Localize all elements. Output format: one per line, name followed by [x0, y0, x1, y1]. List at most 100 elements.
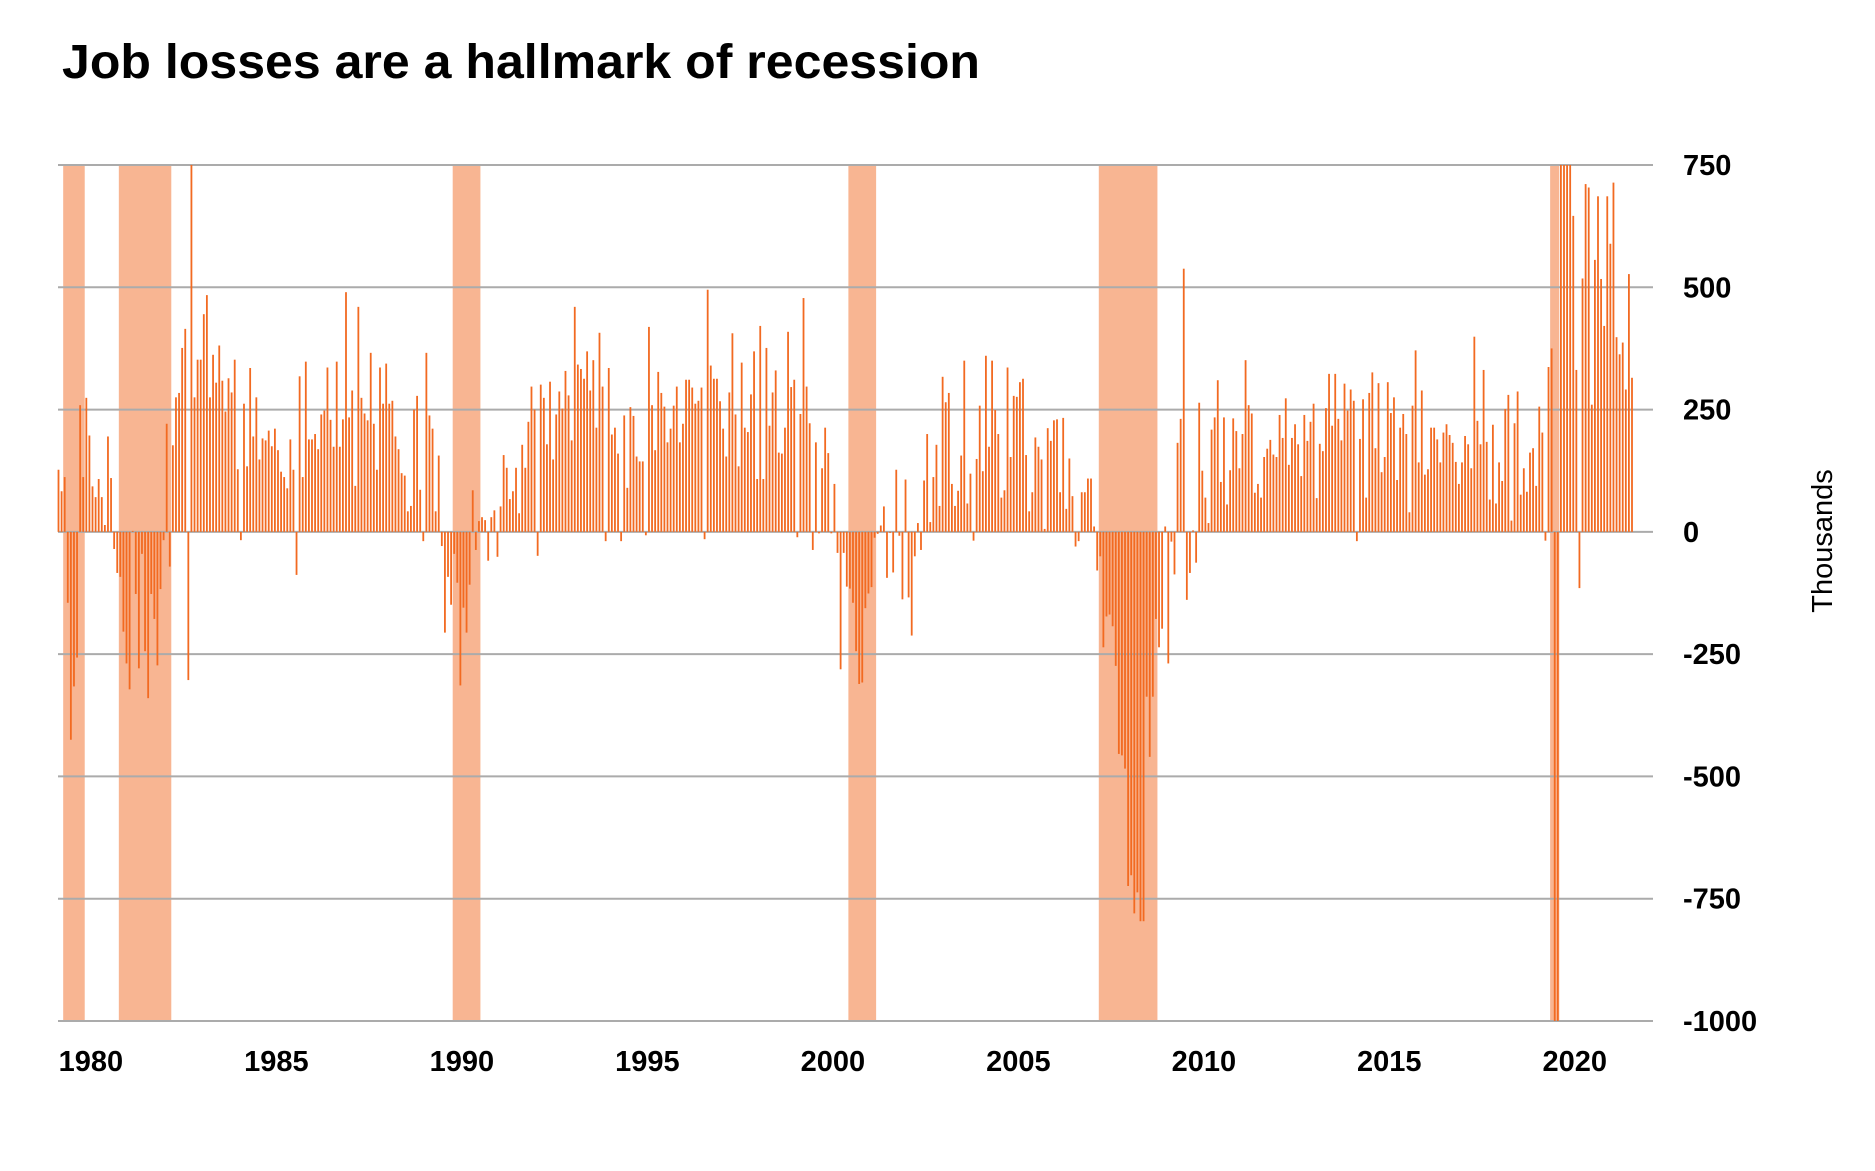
bar	[1578, 531, 1581, 589]
bar	[1124, 531, 1126, 769]
bar	[716, 378, 718, 532]
bar	[1136, 531, 1139, 893]
x-tick-label: 1990	[430, 1046, 495, 1078]
bar	[252, 436, 255, 532]
bar	[73, 531, 75, 687]
bar	[904, 479, 907, 532]
bar	[975, 458, 978, 532]
bar	[1612, 182, 1615, 532]
bar	[1312, 403, 1315, 532]
bar	[1365, 497, 1368, 532]
y-tick-label: 500	[1683, 272, 1731, 304]
bar	[1080, 492, 1083, 532]
bar	[400, 473, 403, 532]
bar	[1461, 462, 1463, 532]
bar	[787, 331, 789, 532]
bar	[728, 392, 731, 532]
bar	[1374, 448, 1377, 532]
bar	[1529, 452, 1531, 532]
bar	[1479, 444, 1482, 532]
bar	[947, 392, 950, 532]
bar	[626, 487, 629, 532]
bar	[589, 390, 592, 532]
bar	[178, 392, 180, 532]
bar	[746, 432, 749, 532]
bar	[648, 326, 650, 532]
bar	[1532, 448, 1534, 532]
bar	[292, 469, 295, 532]
bar	[60, 491, 63, 532]
bar	[137, 531, 140, 669]
bar	[422, 531, 425, 542]
bar	[774, 370, 777, 532]
bar	[57, 469, 60, 532]
bar	[335, 361, 338, 532]
bar	[576, 364, 579, 532]
bar	[1096, 531, 1099, 571]
y-tick-label: 0	[1683, 517, 1699, 549]
bar	[1544, 531, 1547, 541]
bar	[202, 314, 205, 532]
bar	[1550, 348, 1553, 532]
bar	[428, 415, 431, 532]
bar	[122, 531, 125, 632]
bar	[734, 414, 737, 532]
bar	[827, 453, 830, 532]
bar	[533, 409, 536, 532]
bar	[1216, 380, 1219, 532]
bar	[802, 298, 805, 532]
bar	[1053, 420, 1055, 532]
bar	[1445, 424, 1448, 532]
bar	[156, 531, 159, 666]
bar	[848, 531, 851, 589]
bar	[654, 450, 657, 532]
bar	[824, 427, 827, 532]
bar	[858, 531, 861, 684]
bar	[706, 289, 709, 532]
bar	[669, 428, 672, 532]
bar	[1297, 444, 1300, 532]
bar	[1575, 369, 1578, 532]
bar	[94, 497, 97, 532]
bar	[1000, 497, 1003, 532]
bar	[1223, 417, 1225, 532]
bar	[1087, 478, 1089, 532]
bar	[552, 459, 555, 532]
bar	[1476, 420, 1479, 532]
bar	[320, 414, 323, 532]
bar	[1046, 428, 1049, 532]
bar	[1590, 404, 1593, 532]
y-tick-label: -500	[1683, 761, 1741, 793]
bar	[168, 531, 171, 567]
x-tick-label: 1995	[615, 1046, 680, 1078]
bar	[243, 403, 245, 532]
bar	[348, 417, 350, 532]
bar	[1093, 526, 1096, 532]
bar	[703, 531, 706, 540]
y-tick-label: -250	[1683, 639, 1741, 671]
bar	[913, 531, 916, 557]
bar	[199, 359, 202, 532]
bar	[1148, 531, 1151, 757]
bar	[1504, 409, 1507, 532]
bar	[128, 531, 131, 690]
bar	[97, 479, 100, 532]
bar	[1427, 469, 1429, 532]
bar	[598, 332, 601, 532]
bar	[1260, 497, 1262, 532]
bar	[1281, 437, 1284, 532]
bar	[1158, 531, 1160, 648]
bar	[994, 410, 997, 532]
bar	[1430, 427, 1432, 532]
bar	[440, 531, 443, 547]
bar	[1309, 421, 1312, 532]
bar	[1464, 435, 1466, 532]
bar	[1099, 531, 1102, 557]
bar	[1238, 468, 1241, 532]
bar	[1337, 418, 1340, 532]
bar	[1275, 457, 1278, 532]
bar	[768, 425, 771, 532]
bar	[1436, 439, 1439, 532]
bar	[632, 415, 635, 532]
bar	[1068, 458, 1071, 532]
